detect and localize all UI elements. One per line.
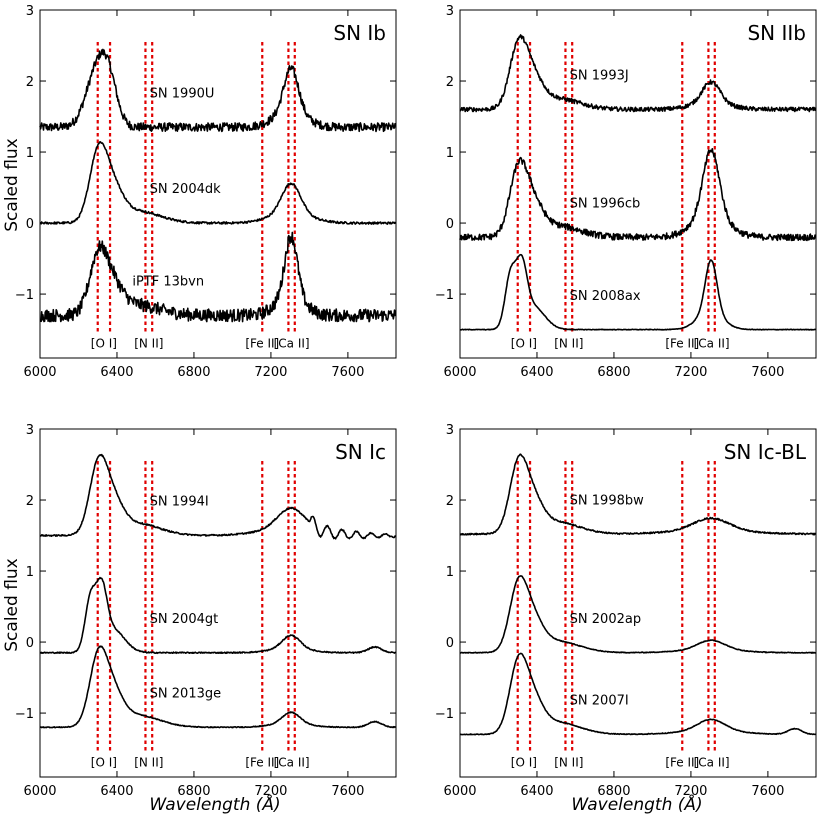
panel-3: [O I] [N II] [Fe II][Ca II] SN 1994I SN 2004… [15, 423, 397, 799]
x-axis-label-left: Wavelength (Å) [149, 793, 280, 815]
marker-label: [Ca II] [694, 755, 730, 769]
marker-label: [Fe II] [665, 336, 699, 350]
x-tick-label: 7600 [751, 365, 784, 380]
marker-label: [O I] [511, 755, 537, 769]
plot-frame [459, 428, 817, 778]
y-tick-label: 0 [26, 217, 34, 232]
marker-label: [N II] [134, 336, 163, 350]
series-name: SN 2002ap [570, 612, 641, 627]
y-tick-label: 0 [446, 636, 454, 651]
marker-label: [Fe II] [665, 755, 699, 769]
spectrum-line [39, 231, 397, 323]
y-tick-label: 1 [446, 146, 454, 161]
series-name: SN 2008ax [570, 289, 641, 304]
y-tick-label: 2 [26, 75, 34, 90]
y-tick-label: −1 [435, 707, 454, 722]
y-tick-label: 1 [26, 565, 34, 580]
x-tick-label: 7200 [674, 365, 707, 380]
spectrum-line [459, 34, 817, 113]
panel-title: SN Ic [335, 440, 386, 464]
x-tick-label: 6800 [177, 784, 210, 799]
series-name: SN 2013ge [150, 686, 221, 701]
spectrum-line [39, 645, 396, 729]
x-tick-label: 7200 [254, 784, 287, 799]
y-tick-label: 0 [26, 636, 34, 651]
y-tick-label: 3 [446, 423, 454, 438]
marker-label: [O I] [91, 336, 117, 350]
panel-4: [O I] [N II] [Fe II][Ca II] SN 1998bw SN 200… [435, 423, 817, 799]
y-tick-label: 2 [446, 75, 454, 90]
y-tick-label: 1 [26, 146, 34, 161]
y-tick-label: 3 [26, 423, 34, 438]
y-tick-label: −1 [435, 288, 454, 303]
y-tick-label: 2 [26, 494, 34, 509]
x-tick-label: 6400 [520, 784, 553, 799]
series-name: SN 1998bw [570, 493, 644, 508]
panel-1: [O I] [N II] [Fe II][Ca II] SN 1990U SN 2004… [15, 4, 397, 380]
x-tick-label: 7600 [751, 784, 784, 799]
y-axis-label-top: Scaled flux [2, 138, 22, 231]
x-tick-label: 6800 [597, 784, 630, 799]
spectrum-line [459, 575, 816, 654]
x-tick-label: 6000 [23, 784, 56, 799]
spectrum-line [459, 148, 816, 242]
series-name: iPTF 13bvn [132, 275, 204, 290]
series-name: SN 1994I [150, 495, 209, 510]
x-tick-label: 7600 [331, 784, 364, 799]
marker-label: [N II] [134, 755, 163, 769]
y-tick-label: −1 [15, 707, 34, 722]
spectrum-line [39, 48, 396, 133]
panel-title: SN Ic-BL [724, 440, 807, 464]
marker-label: [O I] [511, 336, 537, 350]
x-tick-label: 6800 [177, 365, 210, 380]
spectrum-line [459, 652, 816, 736]
x-tick-label: 6400 [100, 784, 133, 799]
spectrum-line [459, 253, 817, 331]
series-name: SN 2004dk [150, 182, 221, 197]
marker-label: [Ca II] [274, 755, 310, 769]
x-tick-label: 6000 [23, 365, 56, 380]
panel-title: SN Ib [333, 21, 386, 45]
marker-label: [N II] [554, 336, 583, 350]
marker-label: [Ca II] [274, 336, 310, 350]
series-name: SN 1993J [570, 69, 629, 84]
x-tick-label: 6800 [597, 365, 630, 380]
panel-2: [O I] [N II] [Fe II][Ca II] SN 1993J SN 1996… [435, 4, 817, 380]
plot-frame [459, 9, 817, 359]
x-axis-label-right: Wavelength (Å) [571, 793, 702, 815]
marker-label: [Ca II] [694, 336, 730, 350]
marker-label: [N II] [554, 755, 583, 769]
y-tick-label: 3 [446, 4, 454, 19]
x-tick-label: 7600 [331, 365, 364, 380]
y-tick-label: 3 [26, 4, 34, 19]
plot-frame [39, 9, 397, 359]
marker-label: [O I] [91, 755, 117, 769]
panel-title: SN IIb [747, 21, 806, 45]
series-name: SN 2007I [570, 694, 629, 709]
spectrum-line [39, 453, 396, 540]
y-tick-label: 0 [446, 217, 454, 232]
y-axis-label-bottom: Scaled flux [2, 558, 22, 651]
spectrum-line [459, 453, 816, 536]
x-tick-label: 6000 [443, 784, 476, 799]
plot-frame [39, 428, 397, 778]
spectrum-line [39, 576, 396, 655]
series-name: SN 1996cb [570, 196, 641, 211]
x-tick-label: 6400 [520, 365, 553, 380]
x-tick-label: 6000 [443, 365, 476, 380]
x-tick-label: 6400 [100, 365, 133, 380]
y-tick-label: −1 [15, 288, 34, 303]
series-name: SN 2004gt [150, 612, 219, 627]
marker-label: [Fe II] [245, 336, 279, 350]
y-tick-label: 1 [446, 565, 454, 580]
spectrum-line [39, 141, 397, 225]
series-name: SN 1990U [150, 86, 215, 101]
marker-label: [Fe II] [245, 755, 279, 769]
x-tick-label: 7200 [674, 784, 707, 799]
x-tick-label: 7200 [254, 365, 287, 380]
y-tick-label: 2 [446, 494, 454, 509]
